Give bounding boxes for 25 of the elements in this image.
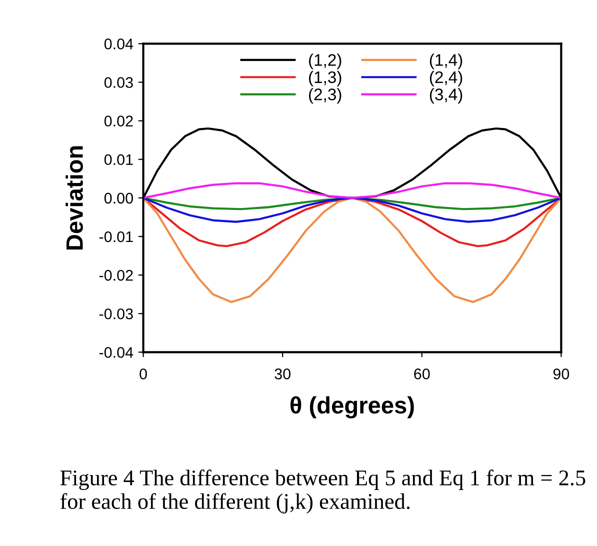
line-series <box>143 196 562 223</box>
y-tick-label: -0.02 <box>99 270 133 281</box>
y-tick-label: 0.00 <box>104 192 133 204</box>
legend-label: (2,4) <box>430 70 462 86</box>
line-series <box>143 196 562 304</box>
line-series <box>143 182 562 199</box>
legend-label: (3,4) <box>430 88 462 104</box>
x-tick-label: 90 <box>553 368 570 380</box>
y-tick-label: -0.03 <box>99 308 133 320</box>
y-tick-label: -0.04 <box>99 347 134 358</box>
legend-label: (1,3) <box>309 70 342 86</box>
y-tick-label: 0.03 <box>104 77 133 88</box>
x-tick-label: 30 <box>274 368 290 380</box>
legend-label: (1,2) <box>309 54 342 70</box>
x-tick-label: 60 <box>414 368 430 380</box>
y-tick-label: 0.01 <box>104 154 133 166</box>
y-axis-title: Deviation <box>66 146 83 250</box>
legend-label: (1,4) <box>430 54 462 70</box>
x-tick-label: 0 <box>140 368 147 380</box>
legend-label: (2,3) <box>309 88 342 104</box>
x-axis-title: θ (degrees) <box>290 396 414 418</box>
y-tick-label: 0.04 <box>104 38 134 50</box>
caption: Figure 4 The difference between Eq 5 and Eq 1 for m = 2.5 for each of the different (j,k) examined. <box>60 470 586 514</box>
y-tick-label: 0.02 <box>104 116 133 126</box>
y-tick-label: -0.01 <box>99 231 133 242</box>
